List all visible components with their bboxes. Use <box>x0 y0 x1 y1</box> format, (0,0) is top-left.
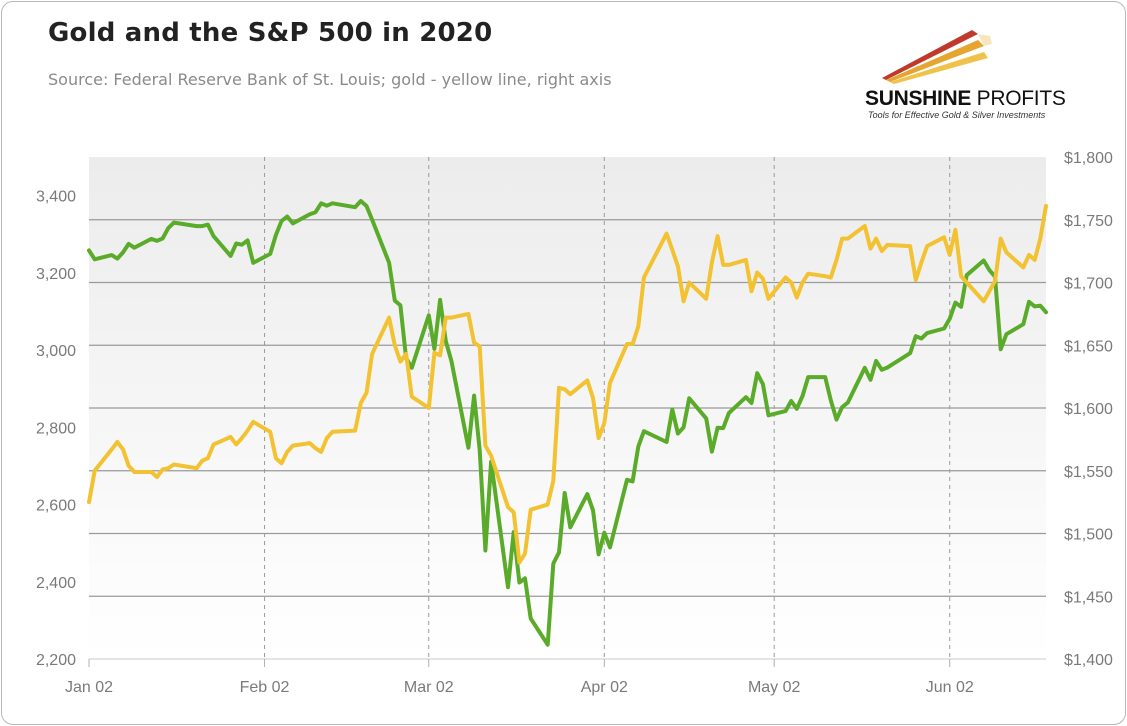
y-left-tick-label: 2,800 <box>36 420 76 437</box>
logo-ray-gold <box>890 52 988 84</box>
chart-title: Gold and the S&P 500 in 2020 <box>48 18 493 48</box>
y-left-tick-label: 3,400 <box>36 189 76 206</box>
y-left-tick-label: 2,600 <box>36 498 76 515</box>
x-tick-label: Jun 02 <box>926 679 974 696</box>
y-left-tick-label: 3,200 <box>36 266 76 283</box>
x-tick-label: Feb 02 <box>240 679 290 696</box>
y-left-tick-label: 3,000 <box>36 343 76 360</box>
gold-line <box>87 203 1048 565</box>
y-right-tick-label: $1,750 <box>1064 213 1113 230</box>
logo-name-bold: SUNSHINE <box>865 87 972 110</box>
horizontal-gridlines <box>89 219 1046 597</box>
y-right-tick-label: $1,600 <box>1064 401 1113 418</box>
y-right-tick-label: $1,550 <box>1064 464 1113 481</box>
sunshine-profits-logo-icon <box>882 30 992 84</box>
y-right-tick-label: $1,800 <box>1064 150 1113 167</box>
right-axis: $1,400 $1,450 $1,500 $1,550 $1,600 $1,650 $1,7… <box>1064 150 1113 669</box>
sp500-line <box>87 199 1048 647</box>
x-tick-label: Apr 02 <box>581 679 628 696</box>
chart-subtitle: Source: Federal Reserve Bank of St. Loui… <box>48 70 612 89</box>
y-left-tick-label: 2,200 <box>36 652 76 669</box>
x-axis: Jan 02 Feb 02 Mar 02 Apr 02 May 02 Jun 02 <box>65 659 974 696</box>
y-right-tick-label: $1,650 <box>1064 338 1113 355</box>
logo-ray-red <box>882 30 978 80</box>
x-tick-label: May 02 <box>748 679 801 696</box>
x-tick-label: Mar 02 <box>404 679 454 696</box>
x-tick-label: Jan 02 <box>65 679 113 696</box>
left-axis: 2,200 2,400 2,600 2,800 3,000 3,200 3,400 <box>36 189 76 669</box>
y-right-tick-label: $1,450 <box>1064 589 1113 606</box>
logo-ray-fade <box>978 34 992 46</box>
logo-tagline: Tools for Effective Gold & Silver Invest… <box>868 110 1046 120</box>
y-right-tick-label: $1,400 <box>1064 652 1113 669</box>
y-right-tick-label: $1,500 <box>1064 527 1113 544</box>
logo-wordmark: SUNSHINE PROFITS <box>865 87 1066 111</box>
logo-ray-orange <box>886 40 984 82</box>
logo-name-light: PROFITS <box>971 87 1066 110</box>
y-left-tick-label: 2,400 <box>36 575 76 592</box>
y-right-tick-label: $1,700 <box>1064 276 1113 293</box>
